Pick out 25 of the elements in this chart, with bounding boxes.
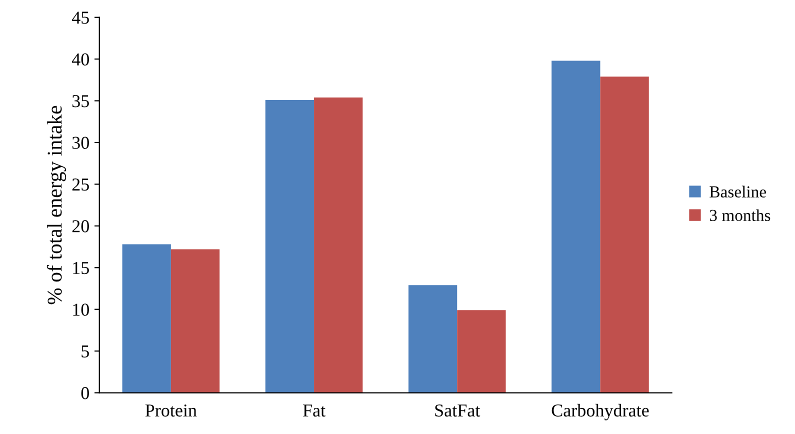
y-tick-label: 10 [73,304,89,316]
bar [600,76,649,393]
legend-label: 3 months [710,209,770,222]
bar [314,97,363,393]
bar [122,244,171,393]
y-tick-label: 5 [82,346,89,358]
y-tick-label: 15 [73,262,89,274]
y-tick-label: 45 [72,12,89,24]
x-tick-label: Carbohydrate [552,404,649,420]
bar [408,285,458,393]
bar [552,60,600,393]
y-axis-title: % of total energy intake [46,106,66,304]
bar [265,100,314,393]
y-tick-label: 30 [72,136,89,149]
y-tick-label: 20 [72,220,89,232]
y-tick-label: 40 [72,53,89,66]
y-tick-label: 25 [72,178,89,191]
y-tick-label: 0 [81,387,89,400]
bar [457,310,506,393]
x-tick-label: SatFat [435,404,480,417]
x-tick-label: Fat [303,404,326,417]
bar [170,249,220,393]
x-tick-label: Protein [145,404,197,417]
legend-label: Baseline [710,186,766,198]
y-tick-label: 35 [72,95,89,108]
